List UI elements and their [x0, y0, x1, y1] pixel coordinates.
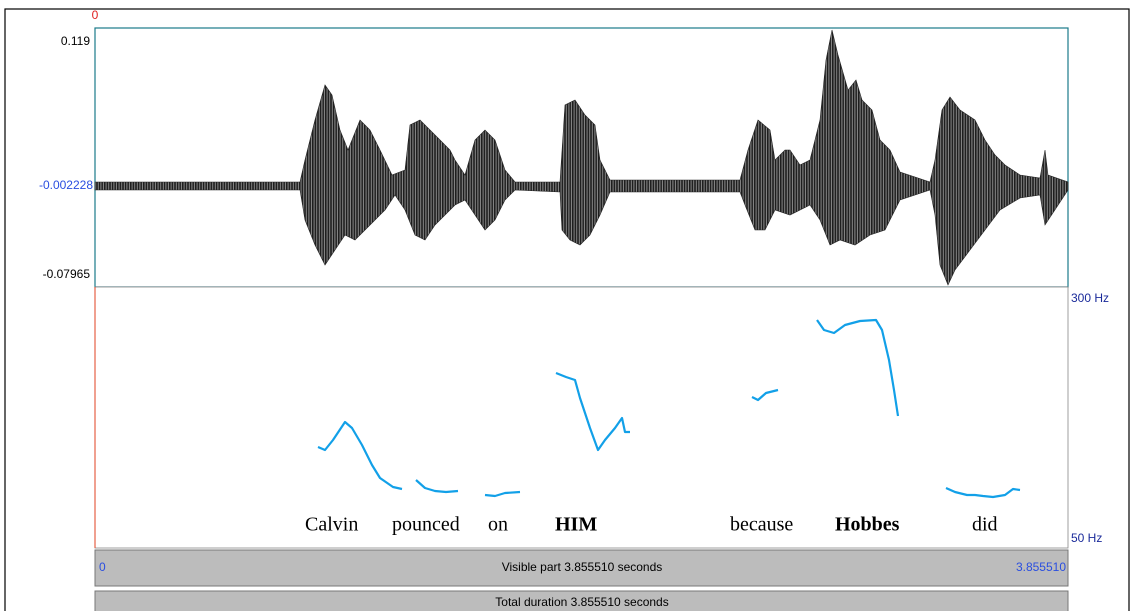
word: HIM: [555, 514, 597, 536]
amplitude-cursor: -0.002228: [39, 178, 93, 192]
visible-start: 0: [99, 560, 106, 574]
total-duration-bar[interactable]: [94, 590, 1069, 611]
pitch-contours: [317, 318, 1021, 499]
amplitude-min: -0.07965: [43, 267, 91, 281]
visible-label: Visible part 3.855510 seconds: [502, 560, 663, 574]
word: pounced: [392, 514, 460, 536]
word: did: [972, 514, 998, 536]
amplitude-max: 0.119: [61, 34, 90, 48]
visible-part-bar[interactable]: [94, 549, 1069, 587]
visible-end: 3.855510: [1016, 560, 1066, 574]
waveform: [94, 29, 1069, 286]
word: Calvin: [305, 514, 358, 536]
total-label: Total duration 3.855510 seconds: [495, 595, 668, 609]
word: Hobbes: [835, 514, 900, 536]
word: on: [488, 514, 508, 536]
word: because: [730, 514, 793, 536]
pitch-bottom: 50 Hz: [1071, 531, 1102, 545]
pitch-pane: [94, 286, 1069, 549]
pitch-top: 300 Hz: [1071, 291, 1109, 305]
cursor-time: 0: [92, 8, 99, 22]
